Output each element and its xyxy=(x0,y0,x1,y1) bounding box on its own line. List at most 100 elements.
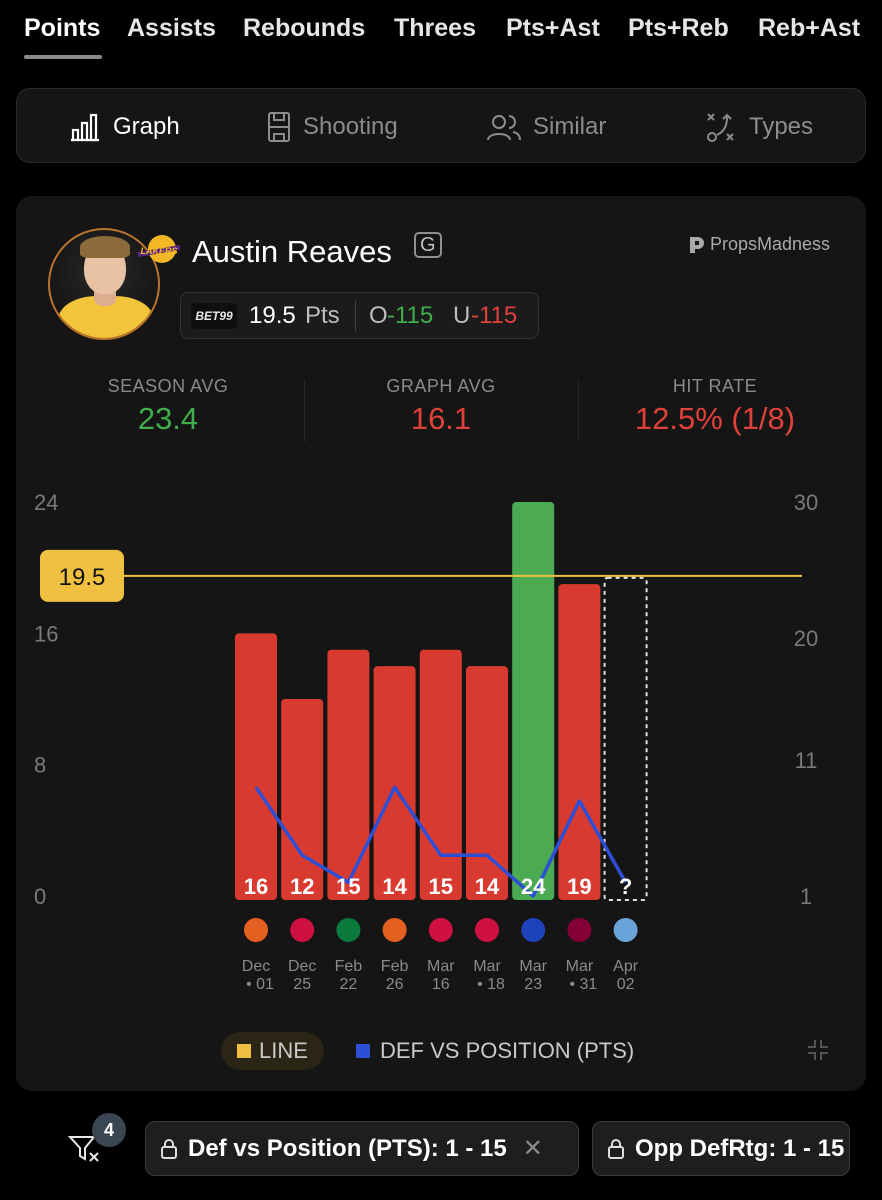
stat-tabs: Points Assists Rebounds Threes Pts+Ast P… xyxy=(0,0,882,62)
view-tabs: Graph Shooting Similar Types xyxy=(16,88,866,163)
date-day: 25 xyxy=(293,976,311,993)
date-day: 02 xyxy=(617,976,635,993)
view-tab-label: Types xyxy=(749,112,814,140)
left-axis-tick: 16 xyxy=(34,621,58,646)
brand-logo: PropsMadness xyxy=(688,234,830,255)
under-odds: -115 xyxy=(471,302,518,329)
view-tab-label: Graph xyxy=(113,112,180,140)
bar-value-label: 15 xyxy=(336,874,360,899)
tab-threes[interactable]: Threes xyxy=(394,14,476,42)
legend-def-vs-position[interactable]: DEF VS POSITION (PTS) xyxy=(356,1032,634,1070)
bar-value-label: 16 xyxy=(244,874,268,899)
opponent-logo-det xyxy=(521,918,546,942)
tab-rebounds[interactable]: Rebounds xyxy=(243,14,366,42)
left-axis-tick: 8 xyxy=(34,753,46,778)
date-month: Mar xyxy=(427,958,455,975)
stat-value: 23.4 xyxy=(137,401,199,436)
sportsbook-logo: BET99 xyxy=(191,303,237,329)
stat-label: GRAPH AVG xyxy=(386,376,496,396)
divider xyxy=(355,301,356,331)
filter-chip-label: Def vs Position (PTS): 1 - 15 xyxy=(188,1134,507,1162)
game-bar xyxy=(419,649,462,900)
graph-avg: GRAPH AVG 16.1 xyxy=(306,376,576,437)
position-badge: G xyxy=(414,232,442,258)
opponent-logo-hou xyxy=(290,918,315,942)
view-tab-graph[interactable]: Graph xyxy=(69,89,180,164)
tab-assists[interactable]: Assists xyxy=(127,14,216,42)
propsmadness-icon xyxy=(690,236,704,253)
bar-value-label: 12 xyxy=(290,874,314,899)
game-bar xyxy=(373,666,416,900)
legend-swatch xyxy=(237,1044,252,1058)
game-bar xyxy=(466,666,508,900)
filter-chip-label: Opp DefRtg: 1 - 15 xyxy=(635,1134,845,1162)
upcoming-game-placeholder xyxy=(603,576,648,901)
over-label: O xyxy=(369,302,388,329)
view-tab-shooting[interactable]: Shooting xyxy=(267,89,398,164)
opponent-logo-hou xyxy=(428,918,453,942)
active-tab-indicator xyxy=(24,55,102,59)
left-axis-tick: 24 xyxy=(34,490,58,515)
stat-value: 12.5% (1/8) xyxy=(634,401,796,436)
opponent-logo-phx xyxy=(382,918,407,942)
opponent-logo-okc xyxy=(613,918,638,942)
date-month: Feb xyxy=(335,958,363,975)
tab-points[interactable]: Points xyxy=(24,14,101,42)
svg-text:LAKERS: LAKERS xyxy=(140,246,177,256)
legend-label: LINE xyxy=(259,1038,308,1063)
opponent-logo-mark xyxy=(475,918,499,942)
opponent-logo-mark xyxy=(290,918,315,942)
bar-value-label: ? xyxy=(619,874,632,899)
view-tab-similar[interactable]: Similar xyxy=(487,89,606,164)
brand-name: PropsMadness xyxy=(710,234,831,254)
date-month: Dec xyxy=(288,958,316,975)
view-tab-label: Similar xyxy=(533,112,607,140)
right-axis-tick: 11 xyxy=(795,748,818,773)
date-month: Mar xyxy=(473,958,501,975)
tab-pts-ast[interactable]: Pts+Ast xyxy=(506,14,600,42)
date-day: • 01 xyxy=(246,976,274,993)
date-day: 23 xyxy=(524,976,542,993)
def-vs-position-line xyxy=(254,785,628,898)
opponent-logo-mark xyxy=(382,918,407,942)
avatar xyxy=(48,228,160,340)
tab-reb-ast[interactable]: Reb+Ast xyxy=(758,14,861,42)
opponent-logo-mark xyxy=(336,918,361,942)
prop-line-badge xyxy=(40,549,124,602)
bar-value-label: 15 xyxy=(429,874,453,899)
under-label: U xyxy=(453,302,471,329)
date-month: Mar xyxy=(566,958,594,975)
stat-value: 16.1 xyxy=(410,401,472,436)
opponent-logo-mark xyxy=(521,918,546,942)
lock-icon xyxy=(161,1138,177,1159)
season-avg: SEASON AVG 23.4 xyxy=(33,376,303,437)
legend-label: DEF VS POSITION (PTS) xyxy=(380,1038,635,1063)
prop-line-label: 19.5 xyxy=(59,564,106,591)
users-icon xyxy=(487,114,521,140)
stat-label: HIT RATE xyxy=(672,376,758,396)
filter-count-badge: 4 xyxy=(92,1113,126,1147)
opponent-logo-cle xyxy=(567,918,592,942)
close-icon[interactable]: ✕ xyxy=(522,1135,543,1162)
bar-value-label: 14 xyxy=(475,874,500,899)
right-axis-tick: 20 xyxy=(794,626,818,651)
right-axis-tick: 30 xyxy=(794,490,818,515)
player-name: Austin Reaves xyxy=(192,234,392,269)
filter-chip-opp-defrtg[interactable]: Opp DefRtg: 1 - 15 xyxy=(592,1121,850,1176)
opponent-logo-mark xyxy=(244,918,268,942)
date-day: • 31 xyxy=(569,976,597,993)
bar-chart-icon xyxy=(71,113,99,141)
filter-chip-def-vs-position[interactable]: Def vs Position (PTS): 1 - 15 ✕ xyxy=(145,1121,579,1176)
legend-line[interactable]: LINE xyxy=(221,1032,324,1070)
view-tab-types[interactable]: Types xyxy=(705,89,813,164)
collapse-icon[interactable] xyxy=(806,1038,830,1062)
tab-pts-reb[interactable]: Pts+Reb xyxy=(628,14,729,42)
date-month: Mar xyxy=(519,958,547,975)
game-bar xyxy=(558,584,601,900)
bar-value-label: 24 xyxy=(521,874,546,899)
right-axis-tick: 1 xyxy=(800,884,812,909)
prop-line-box[interactable]: BET99 19.5 Pts O -115 U -115 xyxy=(180,292,539,339)
stat-label: SEASON AVG xyxy=(107,376,229,396)
lakers-logo-icon: LAKERS xyxy=(138,235,180,263)
